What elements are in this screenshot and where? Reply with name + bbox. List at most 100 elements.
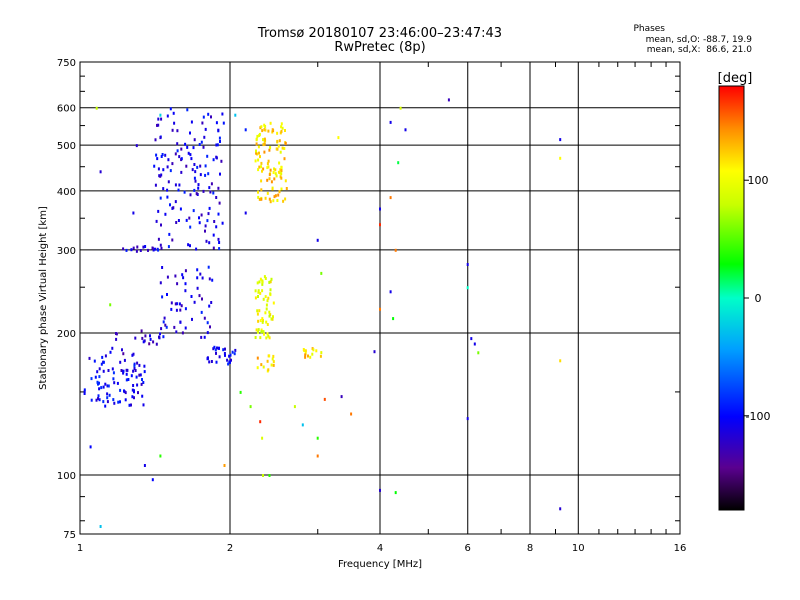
colorbar-tick-label: -100 — [746, 410, 771, 423]
data-point — [191, 168, 194, 172]
data-point — [208, 206, 211, 210]
data-point — [212, 191, 215, 195]
data-point — [280, 176, 283, 180]
data-point — [125, 248, 128, 252]
data-point — [189, 193, 192, 197]
axis-ticks: 1 2 4 6 8 10 16 75 100 200 300 400 500 600 750 — [57, 58, 686, 554]
data-point — [149, 337, 152, 341]
data-point — [166, 188, 169, 192]
data-point — [132, 246, 135, 250]
colorbar-unit: [deg] — [718, 71, 753, 86]
data-point — [260, 363, 263, 367]
data-point — [280, 172, 283, 176]
data-point — [195, 192, 198, 196]
data-point — [100, 386, 103, 390]
data-point — [173, 121, 176, 125]
data-point — [217, 186, 220, 190]
data-point — [206, 321, 209, 325]
data-point — [164, 323, 167, 327]
data-point — [239, 390, 242, 394]
data-point — [176, 149, 179, 153]
data-point — [153, 164, 156, 168]
data-point — [258, 309, 261, 313]
data-point — [143, 370, 146, 374]
data-point — [259, 319, 262, 323]
data-point — [254, 296, 257, 300]
data-point — [269, 200, 272, 204]
data-point — [466, 286, 469, 290]
data-point — [93, 359, 96, 363]
data-point — [399, 106, 402, 110]
data-point — [159, 454, 162, 458]
data-point — [196, 276, 199, 280]
data-point — [191, 317, 193, 321]
data-point — [157, 117, 160, 121]
data-point — [173, 325, 176, 329]
data-point — [389, 120, 392, 124]
data-point — [278, 139, 281, 143]
plot-grid — [80, 62, 680, 534]
data-point — [128, 403, 131, 407]
data-point — [261, 280, 264, 284]
data-point — [179, 320, 182, 324]
data-point — [258, 134, 261, 137]
data-point — [277, 170, 280, 174]
data-point — [201, 276, 204, 280]
data-point — [204, 224, 207, 228]
data-point — [184, 142, 187, 146]
data-point — [273, 167, 275, 171]
data-point — [212, 158, 215, 162]
data-point — [285, 187, 288, 190]
data-point — [181, 331, 184, 335]
data-point — [257, 158, 260, 162]
data-point — [254, 289, 257, 293]
data-point — [122, 352, 125, 356]
data-point — [175, 330, 178, 334]
chart-title: Tromsø 20180107 23:46:00–23:47:43 — [257, 26, 503, 41]
data-point — [224, 353, 226, 357]
data-point — [307, 354, 309, 358]
data-point — [139, 249, 142, 252]
data-point — [155, 342, 158, 346]
data-point — [175, 221, 178, 224]
data-point — [178, 302, 181, 306]
data-point — [125, 368, 128, 372]
data-point — [266, 162, 269, 166]
data-point — [184, 307, 187, 311]
data-point — [182, 276, 185, 280]
data-point — [379, 488, 381, 492]
data-point — [134, 336, 137, 340]
data-point — [212, 233, 215, 237]
data-point — [155, 153, 158, 157]
data-point — [141, 378, 143, 381]
data-point — [203, 335, 206, 339]
data-point — [130, 403, 132, 407]
data-point — [217, 346, 220, 350]
y-tick-label: 75 — [63, 530, 76, 541]
data-point — [268, 310, 271, 314]
data-point — [394, 248, 397, 252]
data-point — [94, 375, 97, 379]
data-point — [141, 336, 144, 340]
data-point — [207, 172, 210, 176]
data-point — [160, 327, 163, 331]
data-point — [168, 232, 171, 236]
data-point — [261, 436, 264, 440]
data-point — [262, 138, 264, 142]
data-point — [176, 282, 179, 286]
data-point — [268, 173, 271, 177]
data-point — [208, 241, 211, 245]
data-point — [100, 362, 103, 366]
data-point — [210, 360, 213, 363]
data-point — [137, 391, 139, 395]
data-point — [207, 112, 210, 116]
data-point — [104, 354, 107, 358]
data-point — [189, 225, 192, 229]
data-point — [122, 247, 125, 251]
data-point — [316, 454, 319, 458]
data-point — [263, 142, 266, 146]
data-point — [160, 117, 163, 121]
data-point — [142, 245, 145, 249]
data-point — [228, 360, 231, 364]
data-point — [143, 364, 146, 368]
